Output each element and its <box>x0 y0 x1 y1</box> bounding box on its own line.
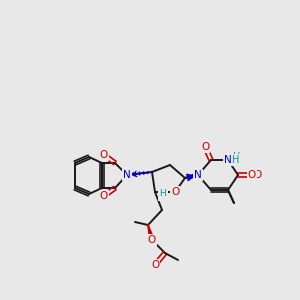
Text: H: H <box>160 190 167 199</box>
Text: O: O <box>151 260 159 270</box>
Text: O: O <box>248 170 256 180</box>
Text: O: O <box>148 235 156 245</box>
Text: N: N <box>194 170 202 180</box>
Text: N: N <box>123 170 131 180</box>
Text: O: O <box>100 191 108 201</box>
Text: O: O <box>151 260 159 270</box>
Text: O: O <box>171 187 179 197</box>
Text: O: O <box>171 187 179 197</box>
Text: O: O <box>100 191 108 201</box>
Text: N: N <box>123 170 131 180</box>
Text: N: N <box>224 155 232 165</box>
Text: N: N <box>194 170 202 180</box>
Text: O: O <box>100 150 108 160</box>
Text: H: H <box>233 152 241 162</box>
Text: H: H <box>159 190 167 200</box>
Text: N: N <box>224 155 232 165</box>
Text: O: O <box>201 142 209 152</box>
Polygon shape <box>148 225 154 241</box>
Text: O: O <box>148 235 156 245</box>
Text: O: O <box>248 170 256 180</box>
Text: H: H <box>232 155 240 165</box>
Polygon shape <box>185 172 199 178</box>
Text: O: O <box>201 142 209 152</box>
Text: O: O <box>100 150 108 160</box>
Text: O: O <box>254 170 262 180</box>
